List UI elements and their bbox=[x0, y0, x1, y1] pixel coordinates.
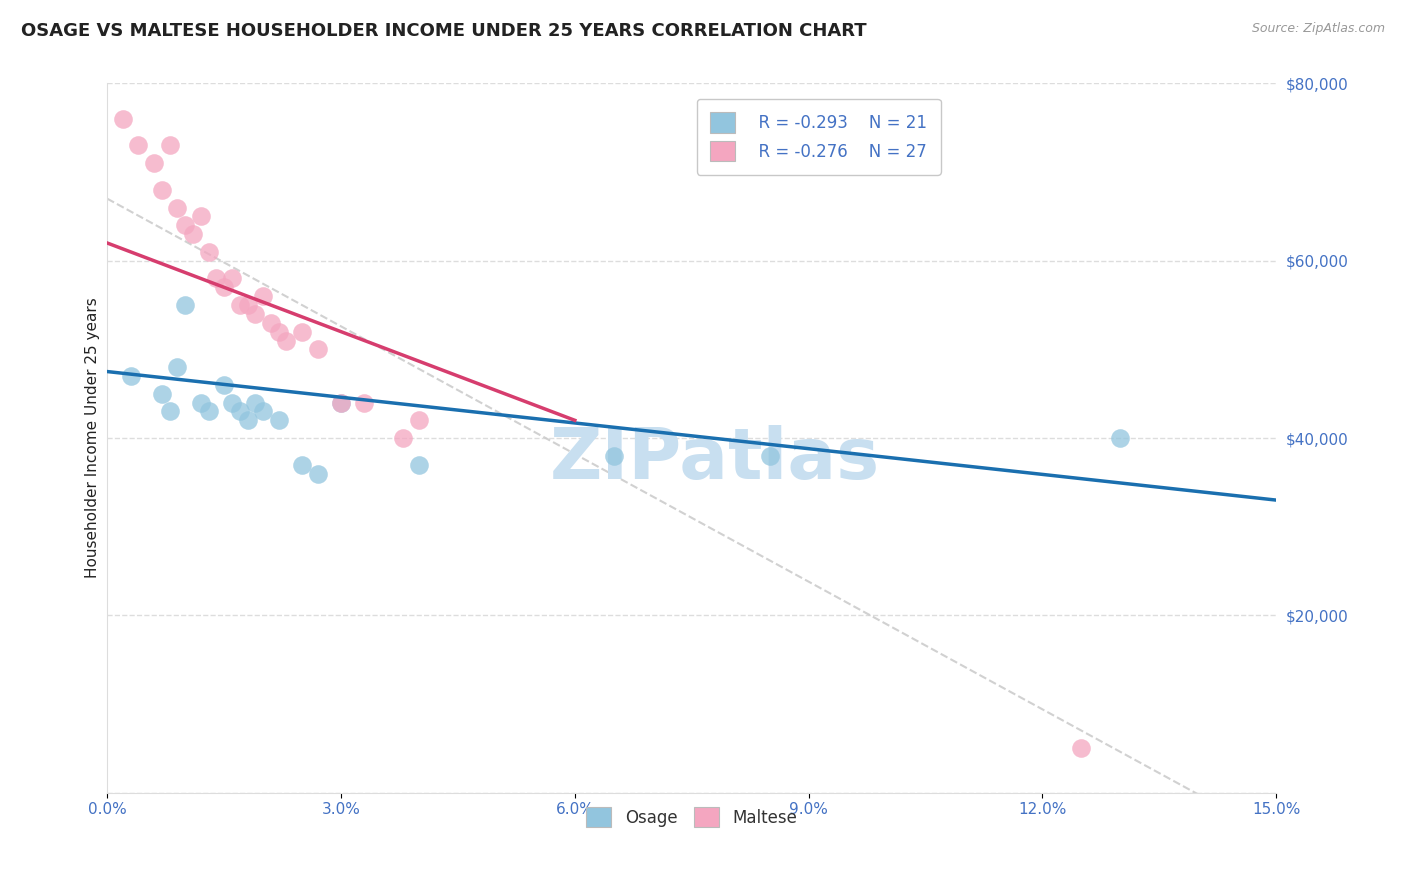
Point bbox=[267, 325, 290, 339]
Point bbox=[159, 138, 181, 153]
Point bbox=[197, 404, 219, 418]
Point bbox=[307, 343, 329, 357]
Point bbox=[197, 244, 219, 259]
Legend: Osage, Maltese: Osage, Maltese bbox=[579, 800, 804, 834]
Point bbox=[190, 210, 212, 224]
Point bbox=[603, 449, 626, 463]
Point bbox=[1109, 431, 1132, 445]
Point bbox=[159, 404, 181, 418]
Point bbox=[408, 458, 430, 472]
Point bbox=[353, 395, 375, 409]
Text: Source: ZipAtlas.com: Source: ZipAtlas.com bbox=[1251, 22, 1385, 36]
Point bbox=[212, 377, 235, 392]
Point bbox=[190, 395, 212, 409]
Point bbox=[221, 395, 243, 409]
Point bbox=[267, 413, 290, 427]
Point bbox=[1070, 741, 1092, 756]
Point bbox=[181, 227, 204, 241]
Point bbox=[260, 316, 283, 330]
Point bbox=[212, 280, 235, 294]
Point bbox=[143, 156, 166, 170]
Point bbox=[330, 395, 353, 409]
Point bbox=[392, 431, 415, 445]
Point bbox=[245, 307, 267, 321]
Point bbox=[111, 112, 134, 126]
Point bbox=[205, 271, 228, 285]
Point bbox=[291, 325, 314, 339]
Point bbox=[229, 298, 252, 312]
Text: OSAGE VS MALTESE HOUSEHOLDER INCOME UNDER 25 YEARS CORRELATION CHART: OSAGE VS MALTESE HOUSEHOLDER INCOME UNDE… bbox=[21, 22, 866, 40]
Point bbox=[221, 271, 243, 285]
Point bbox=[127, 138, 149, 153]
Point bbox=[291, 458, 314, 472]
Point bbox=[166, 201, 188, 215]
Point bbox=[408, 413, 430, 427]
Point bbox=[758, 449, 780, 463]
Text: ZIPatlas: ZIPatlas bbox=[550, 425, 880, 494]
Point bbox=[276, 334, 298, 348]
Point bbox=[307, 467, 329, 481]
Point bbox=[150, 386, 173, 401]
Point bbox=[229, 404, 252, 418]
Point bbox=[174, 298, 197, 312]
Point bbox=[245, 395, 267, 409]
Point bbox=[236, 413, 259, 427]
Point bbox=[120, 369, 142, 384]
Point bbox=[174, 219, 197, 233]
Point bbox=[252, 289, 274, 303]
Point bbox=[150, 183, 173, 197]
Point bbox=[166, 360, 188, 375]
Y-axis label: Householder Income Under 25 years: Householder Income Under 25 years bbox=[86, 298, 100, 578]
Point bbox=[330, 395, 353, 409]
Point bbox=[236, 298, 259, 312]
Point bbox=[252, 404, 274, 418]
